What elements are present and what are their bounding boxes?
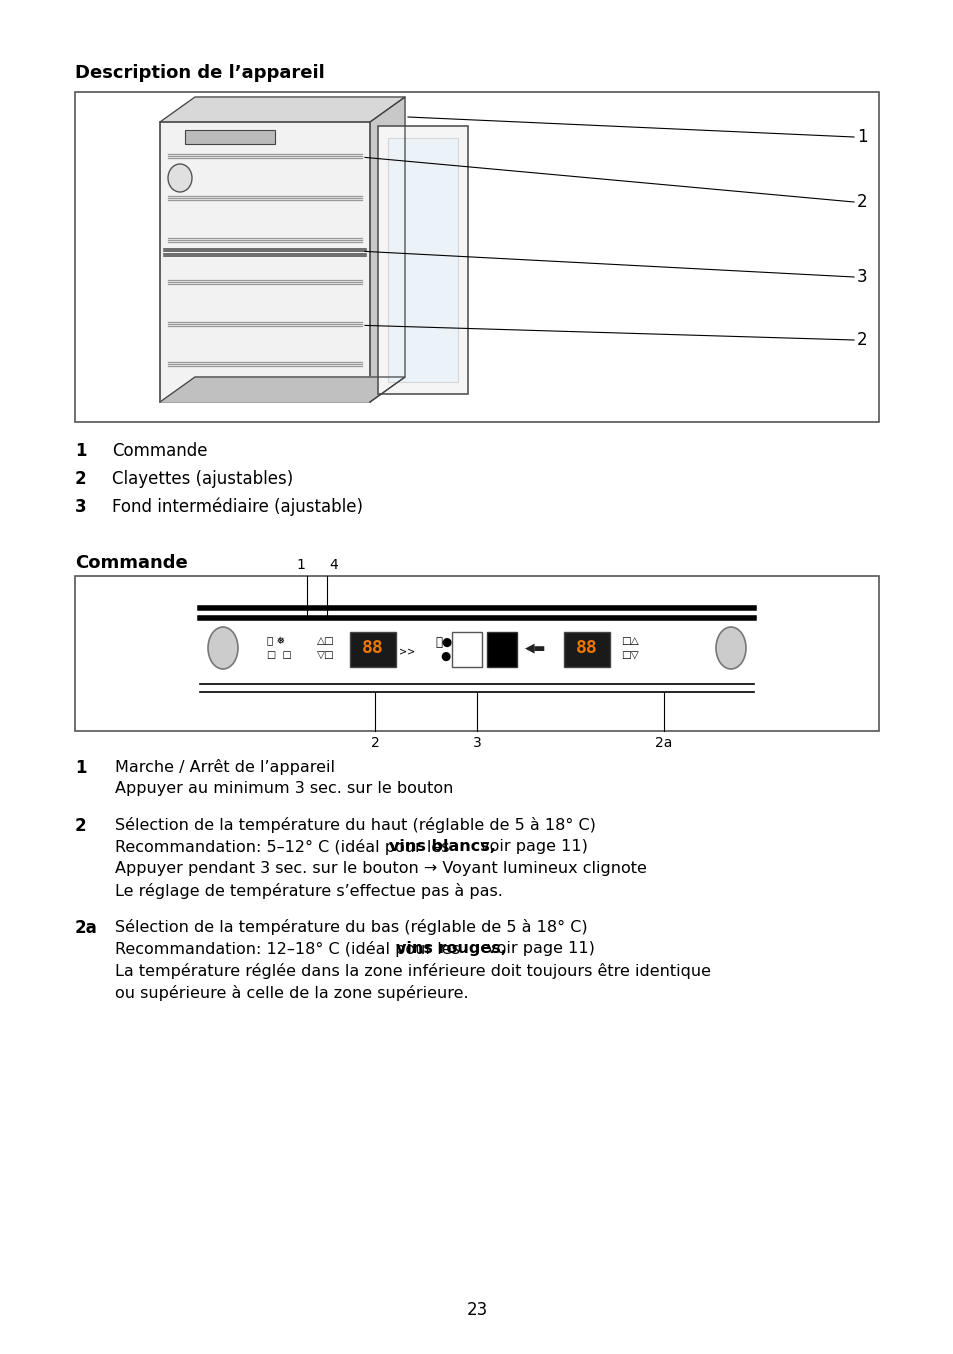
Text: 3: 3 — [472, 737, 481, 750]
Text: 88: 88 — [576, 639, 598, 657]
Text: Le réglage de température s’effectue pas à pas.: Le réglage de température s’effectue pas… — [115, 883, 502, 899]
Text: 1: 1 — [75, 760, 87, 777]
Text: ⏻ ❅: ⏻ ❅ — [267, 636, 285, 646]
Bar — [563, 632, 609, 668]
Text: △□: △□ — [316, 636, 335, 646]
Text: ▽□: ▽□ — [316, 650, 335, 659]
Text: 2: 2 — [75, 816, 87, 835]
Text: Clayettes (ajustables): Clayettes (ajustables) — [112, 470, 293, 487]
Text: Recommandation: 12–18° C (idéal pour les: Recommandation: 12–18° C (idéal pour les — [115, 941, 464, 957]
Text: 2: 2 — [370, 737, 379, 750]
Text: □▽: □▽ — [620, 650, 639, 659]
Bar — [377, 126, 468, 394]
Text: voir page 11): voir page 11) — [481, 941, 594, 956]
Ellipse shape — [168, 164, 192, 192]
Text: vins rouges,: vins rouges, — [395, 941, 506, 956]
Polygon shape — [160, 376, 405, 402]
Text: □△: □△ — [620, 636, 639, 646]
Bar — [185, 130, 274, 144]
Text: 1: 1 — [295, 558, 305, 571]
Text: □  □: □ □ — [267, 650, 292, 659]
Text: ●: ● — [439, 650, 450, 662]
Text: voir page 11): voir page 11) — [475, 839, 587, 854]
Text: 2: 2 — [75, 470, 87, 487]
Bar — [388, 138, 457, 382]
Text: 4: 4 — [329, 558, 337, 571]
Text: Commande: Commande — [112, 441, 208, 460]
Text: 3: 3 — [75, 498, 87, 516]
Text: ◀▬: ◀▬ — [524, 642, 546, 654]
Ellipse shape — [716, 627, 745, 669]
Bar — [452, 632, 481, 668]
Text: Recommandation: 5–12° C (idéal pour les: Recommandation: 5–12° C (idéal pour les — [115, 839, 455, 854]
Text: 88: 88 — [362, 639, 383, 657]
Polygon shape — [370, 97, 405, 402]
Text: 1: 1 — [856, 129, 866, 146]
Text: ⬜●: ⬜● — [435, 635, 452, 649]
Text: >>: >> — [398, 646, 415, 655]
Text: 2: 2 — [856, 194, 866, 211]
Text: 2a: 2a — [75, 919, 97, 937]
Text: Commande: Commande — [75, 554, 188, 571]
Bar — [75, 575, 878, 731]
Ellipse shape — [208, 627, 237, 669]
Text: 23: 23 — [466, 1301, 487, 1319]
Bar — [75, 92, 878, 422]
Text: 3: 3 — [856, 268, 866, 286]
Text: Appuyer au minimum 3 sec. sur le bouton: Appuyer au minimum 3 sec. sur le bouton — [115, 781, 453, 796]
Text: 2a: 2a — [655, 737, 672, 750]
Text: vins blancs,: vins blancs, — [388, 839, 495, 854]
Text: ou supérieure à celle de la zone supérieure.: ou supérieure à celle de la zone supérie… — [115, 984, 468, 1001]
Text: Description de l’appareil: Description de l’appareil — [75, 64, 324, 83]
Text: La température réglée dans la zone inférieure doit toujours être identique: La température réglée dans la zone infér… — [115, 963, 710, 979]
Text: Fond intermédiaire (ajustable): Fond intermédiaire (ajustable) — [112, 498, 363, 516]
Text: 1: 1 — [75, 441, 87, 460]
Text: 2: 2 — [856, 330, 866, 349]
Bar — [350, 632, 395, 668]
Bar — [486, 632, 517, 668]
Text: Marche / Arrêt de l’appareil: Marche / Arrêt de l’appareil — [115, 760, 335, 774]
Polygon shape — [160, 97, 405, 122]
Text: Sélection de la température du bas (réglable de 5 à 18° C): Sélection de la température du bas (régl… — [115, 919, 587, 936]
Bar — [160, 122, 370, 402]
Text: Appuyer pendant 3 sec. sur le bouton → Voyant lumineux clignote: Appuyer pendant 3 sec. sur le bouton → V… — [115, 861, 646, 876]
Text: Sélection de la température du haut (réglable de 5 à 18° C): Sélection de la température du haut (rég… — [115, 816, 596, 833]
